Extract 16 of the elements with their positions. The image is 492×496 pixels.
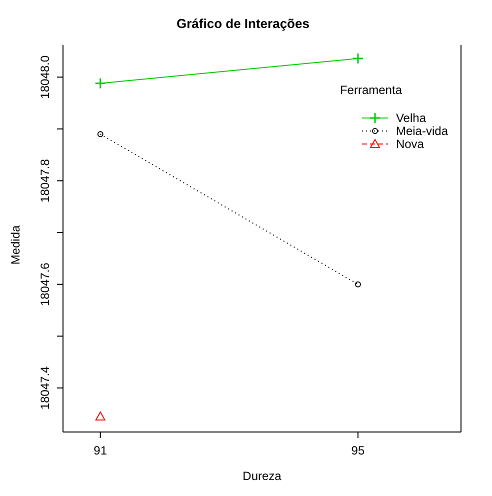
point [95, 411, 106, 420]
point [354, 281, 361, 288]
legend-title: Ferramenta [340, 83, 403, 97]
x-axis-title: Dureza [242, 469, 282, 483]
legend-label: Velha [396, 110, 426, 124]
chart-title: Gráfico de Interações [176, 16, 310, 31]
y-tick-label: 18047.8 [38, 158, 52, 202]
legend-label: Nova [396, 136, 424, 150]
legend-label: Meia-vida [396, 124, 448, 138]
point [97, 131, 104, 138]
y-axis-title: Medida [8, 225, 23, 265]
y-tick-label: 18048.0 [38, 55, 52, 99]
y-tick-label: 18047.4 [38, 366, 52, 410]
y-tick-label: 18047.6 [38, 262, 52, 306]
x-tick-label: 91 [94, 444, 108, 458]
x-tick-label: 95 [351, 444, 365, 458]
